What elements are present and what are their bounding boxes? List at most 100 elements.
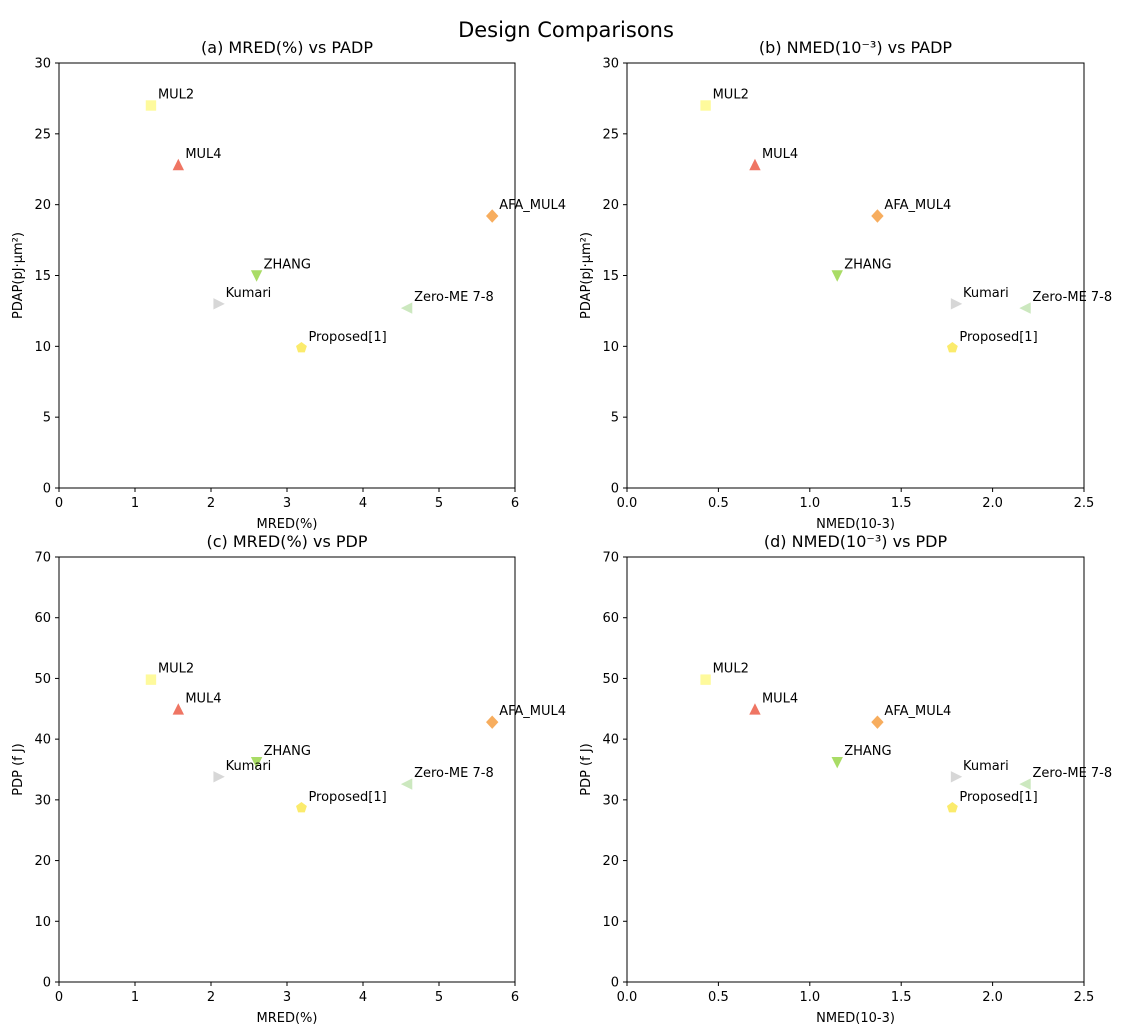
y-tick-label: 15: [34, 269, 51, 284]
point-annotation: Proposed[1]: [308, 790, 386, 805]
point-annotation: MUL2: [158, 662, 194, 677]
data-point: [831, 757, 843, 769]
y-tick-label: 20: [34, 198, 51, 213]
x-tick-label: 0: [55, 990, 63, 1005]
y-tick-label: 25: [34, 127, 51, 142]
x-tick-label: 1.0: [799, 990, 820, 1005]
data-point: [700, 100, 711, 111]
subplot-b: (b) NMED(10⁻³) vs PADP 0.0 0.5 1.0 1.5 2.0 2.5…: [579, 38, 1112, 532]
x-tick-label: 1: [131, 496, 139, 511]
point-annotation: MUL2: [713, 662, 749, 677]
y-tick-label: 20: [602, 854, 619, 869]
data-point: [172, 703, 185, 715]
x-tick-label: 1.0: [799, 496, 820, 511]
x-tick-label: 0.0: [617, 496, 638, 511]
y-tick-label: 30: [602, 57, 619, 72]
x-tick-label: 2: [207, 990, 215, 1005]
subplot-title: (a) MRED(%) vs PADP: [201, 38, 373, 57]
data-point: [250, 270, 263, 282]
subplot-title: (d) NMED(10⁻³) vs PDP: [764, 532, 948, 551]
point-annotation: Zero-ME 7-8: [414, 766, 494, 781]
data-point: [486, 209, 499, 223]
point-annotation: Kumari: [963, 286, 1009, 301]
data-point: [1019, 302, 1031, 314]
y-tick-label: 30: [34, 793, 51, 808]
y-tick-label: 0: [43, 976, 51, 991]
y-tick-label: 20: [602, 198, 619, 213]
data-point: [871, 209, 884, 223]
data-point: [400, 778, 413, 790]
data-point: [1019, 778, 1031, 790]
x-tick-label: 3: [283, 496, 291, 511]
data-point: [296, 342, 307, 353]
x-tick-label: 6: [511, 990, 519, 1005]
point-annotation: MUL4: [762, 691, 798, 706]
x-axis-label: NMED(10-3): [816, 1011, 895, 1026]
data-point: [700, 674, 711, 685]
point-annotation: MUL4: [185, 691, 221, 706]
point-annotation: AFA_MUL4: [499, 198, 566, 213]
y-tick-label: 5: [43, 411, 51, 426]
x-tick-label: 2.5: [1074, 496, 1095, 511]
data-point: [400, 302, 413, 314]
y-tick-label: 10: [602, 340, 619, 355]
y-tick-label: 20: [34, 854, 51, 869]
y-tick-label: 15: [602, 269, 619, 284]
x-tick-label: 4: [359, 990, 367, 1005]
y-tick-label: 25: [602, 127, 619, 142]
subplot-title: (c) MRED(%) vs PDP: [207, 532, 368, 551]
data-point: [145, 674, 157, 685]
point-annotation: MUL2: [713, 88, 749, 103]
x-tick-label: 2.5: [1074, 990, 1095, 1005]
y-tick-label: 70: [34, 551, 51, 566]
y-tick-label: 50: [34, 672, 51, 687]
x-tick-label: 5: [435, 990, 443, 1005]
x-tick-label: 0.0: [617, 990, 638, 1005]
point-annotation: ZHANG: [264, 258, 311, 273]
x-tick-label: 1.5: [891, 990, 912, 1005]
data-point: [831, 270, 843, 282]
data-point: [946, 342, 958, 353]
y-tick-label: 10: [602, 915, 619, 930]
data-point: [213, 771, 225, 783]
y-axis-label: PDAP(pJ·μm²): [11, 232, 26, 319]
x-axis-label: NMED(10-3): [816, 517, 895, 532]
point-annotation: Proposed[1]: [959, 330, 1037, 345]
data-point: [296, 802, 307, 813]
point-annotation: AFA_MUL4: [499, 704, 566, 719]
x-tick-label: 0.5: [708, 990, 729, 1005]
point-annotation: ZHANG: [264, 744, 311, 759]
data-point: [749, 158, 761, 171]
y-tick-label: 0: [611, 976, 619, 991]
data-point: [749, 703, 761, 715]
x-tick-label: 6: [511, 496, 519, 511]
x-tick-label: 0.5: [708, 496, 729, 511]
point-annotation: ZHANG: [844, 258, 891, 273]
y-tick-label: 5: [611, 411, 619, 426]
y-axis-label: PDP (f J): [579, 743, 594, 796]
x-axis-label: MRED(%): [257, 1011, 318, 1026]
point-annotation: Kumari: [226, 759, 272, 774]
point-annotation: MUL2: [158, 88, 194, 103]
axes-frame: [58, 556, 516, 983]
point-annotation: AFA_MUL4: [884, 704, 951, 719]
point-annotation: ZHANG: [844, 744, 891, 759]
axes-frame: [626, 62, 1085, 489]
subplot-d: (d) NMED(10⁻³) vs PDP 0.0 0.5 1.0 1.5 2.0 2.5 0…: [579, 532, 1112, 1026]
y-tick-label: 0: [43, 482, 51, 497]
point-annotation: Kumari: [226, 286, 272, 301]
point-annotation: Proposed[1]: [308, 330, 386, 345]
point-annotation: Proposed[1]: [959, 790, 1037, 805]
x-tick-label: 1: [131, 990, 139, 1005]
data-point: [871, 715, 884, 729]
y-tick-label: 50: [602, 672, 619, 687]
point-annotation: Kumari: [963, 759, 1009, 774]
data-point: [950, 298, 963, 310]
data-point: [950, 771, 963, 783]
x-tick-label: 5: [435, 496, 443, 511]
data-point: [250, 757, 263, 769]
point-annotation: MUL4: [185, 147, 221, 162]
